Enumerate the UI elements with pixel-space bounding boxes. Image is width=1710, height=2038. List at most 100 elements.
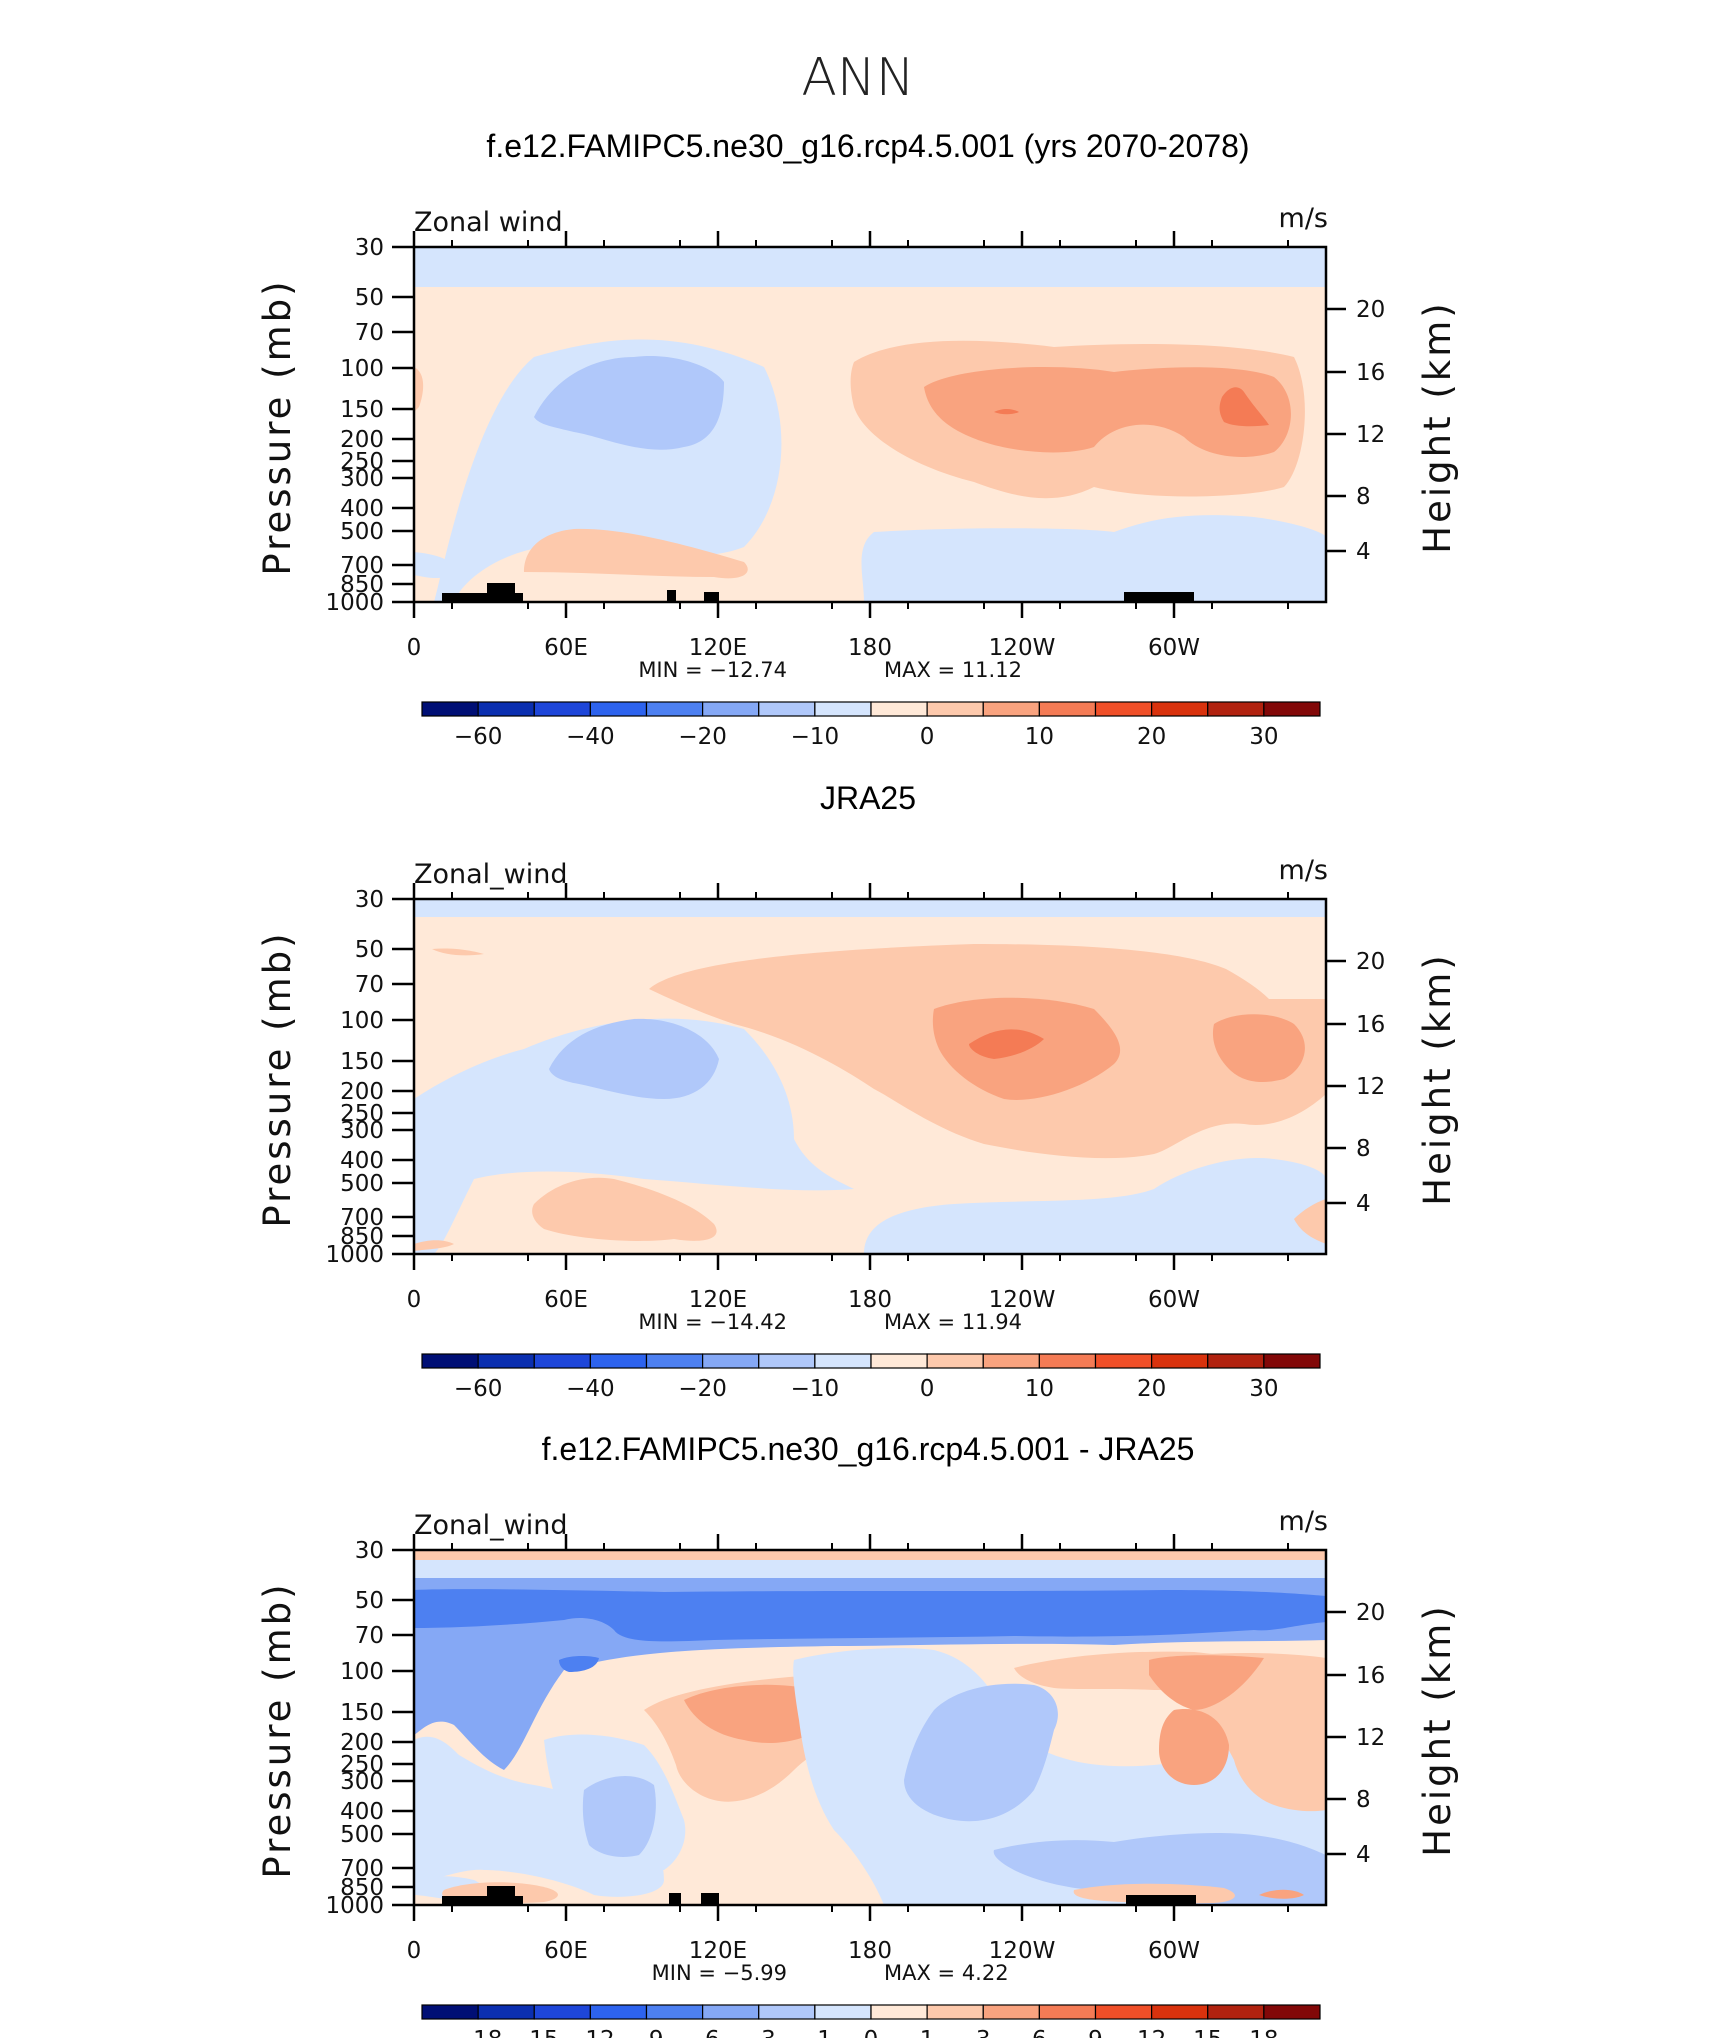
y-right-tick-label: 20	[1356, 297, 1385, 323]
colorbar-swatch	[1096, 1354, 1152, 1368]
colorbar-label: −3	[742, 2027, 776, 2038]
colorbar-label: 0	[920, 724, 935, 750]
y-tick-label: 300	[340, 466, 384, 492]
colorbar-swatch	[422, 702, 478, 716]
units-label: m/s	[1279, 1506, 1328, 1537]
y-right-tick-label: 16	[1356, 360, 1385, 386]
y-axis-title: Pressure (mb)	[256, 1581, 299, 1878]
colorbar-label: 9	[1088, 2027, 1103, 2038]
y-tick-label: 70	[355, 972, 384, 998]
colorbar-label: 6	[1032, 2027, 1047, 2038]
colorbar-swatch	[871, 1354, 927, 1368]
max-label: MAX = 11.12	[884, 658, 1022, 682]
y-tick-label: 500	[340, 1171, 384, 1197]
y-tick-label: 150	[340, 1700, 384, 1726]
contour-region	[414, 899, 1326, 917]
contour-region	[414, 1560, 1326, 1578]
colorbar-swatch	[478, 702, 534, 716]
y-tick-label: 300	[340, 1769, 384, 1795]
orography	[704, 592, 719, 602]
colorbar-label: 0	[920, 1376, 935, 1402]
colorbar-swatch	[703, 2005, 759, 2019]
orography	[515, 593, 523, 602]
colorbar-swatch	[815, 702, 871, 716]
min-label: MIN = −12.74	[638, 658, 787, 682]
colorbar: −18 −15 −12 −9 −6 −3 −1 0 1 3 6 9 12 15 18	[422, 2005, 1320, 2038]
y-right-tick-label: 4	[1356, 539, 1371, 565]
y-right-axis-title: Height (km)	[1416, 300, 1459, 553]
colorbar-swatch	[590, 1354, 646, 1368]
colorbar-swatch	[647, 702, 703, 716]
colorbar-swatch	[647, 1354, 703, 1368]
x-tick-label: 60W	[1148, 635, 1200, 661]
contour-region	[414, 247, 1326, 287]
y-tick-label: 150	[340, 1049, 384, 1075]
colorbar-swatch	[590, 702, 646, 716]
orography	[1124, 592, 1194, 602]
colorbar-swatch	[1264, 1354, 1320, 1368]
colorbar-swatch	[647, 2005, 703, 2019]
colorbar-label: −60	[454, 724, 503, 750]
variable-label: Zonal_wind	[414, 859, 568, 890]
colorbar: −60 −40 −20 −10 0 10 20 30	[422, 702, 1320, 750]
y-tick-label: 100	[340, 356, 384, 382]
y-right-tick-label: 20	[1356, 949, 1385, 975]
colorbar-label: −10	[791, 1376, 840, 1402]
y-tick-label: 500	[340, 519, 384, 545]
colorbar-swatch	[1152, 1354, 1208, 1368]
variable-label: Zonal_wind	[414, 1510, 568, 1541]
colorbar-label: 20	[1137, 724, 1166, 750]
min-label: MIN = −14.42	[638, 1310, 787, 1334]
y-tick-label: 70	[355, 320, 384, 346]
contour-region	[414, 1550, 1326, 1560]
colorbar-label: 15	[1193, 2027, 1222, 2038]
colorbar-swatch	[927, 1354, 983, 1368]
colorbar-label: −9	[630, 2027, 664, 2038]
colorbar-label: 12	[1137, 2027, 1166, 2038]
y-tick-label: 70	[355, 1623, 384, 1649]
colorbar-swatch	[759, 1354, 815, 1368]
colorbar-label: −40	[566, 724, 615, 750]
y-tick-label: 1000	[325, 1242, 384, 1268]
orography	[487, 583, 515, 602]
panel-2: JRA25 Zonal_wind m/s 0 60E 120E 180 120W 60W 30 50…	[256, 780, 1459, 1402]
y-right-tick-label: 16	[1356, 1012, 1385, 1038]
colorbar-label: −20	[678, 724, 727, 750]
x-tick-label: 0	[407, 1938, 422, 1964]
colorbar-swatch	[703, 702, 759, 716]
units-label: m/s	[1279, 203, 1328, 234]
colorbar-swatch	[927, 2005, 983, 2019]
colorbar-swatch	[478, 2005, 534, 2019]
colorbar-label: 0	[864, 2027, 879, 2038]
x-tick-label: 60E	[544, 1938, 588, 1964]
y-right-tick-label: 8	[1356, 1136, 1371, 1162]
colorbar-label: −10	[791, 724, 840, 750]
y-right-axis-title: Height (km)	[1416, 952, 1459, 1205]
figure: ANN f.e12.FAMIPC5.ne30_g16.rcp4.5.001 (y…	[0, 0, 1710, 2038]
colorbar-label: −60	[454, 1376, 503, 1402]
colorbar-label: 1	[920, 2027, 935, 2038]
y-tick-label: 1000	[325, 590, 384, 616]
colorbar-label: 30	[1249, 724, 1278, 750]
colorbar-label: 10	[1025, 724, 1054, 750]
y-right-tick-label: 12	[1356, 1725, 1385, 1751]
colorbar-swatch	[534, 1354, 590, 1368]
colorbar-label: −1	[798, 2027, 832, 2038]
colorbar-swatch	[1152, 702, 1208, 716]
colorbar-swatch	[1208, 1354, 1264, 1368]
colorbar-swatch	[590, 2005, 646, 2019]
y-tick-label: 50	[355, 937, 384, 963]
y-right-tick-label: 12	[1356, 422, 1385, 448]
x-tick-label: 0	[407, 635, 422, 661]
colorbar-swatch	[1264, 702, 1320, 716]
colorbar-swatch	[759, 2005, 815, 2019]
colorbar: −60 −40 −20 −10 0 10 20 30	[422, 1354, 1320, 1402]
x-tick-label: 60E	[544, 635, 588, 661]
x-tick-label: 60W	[1148, 1938, 1200, 1964]
colorbar-swatch	[534, 2005, 590, 2019]
colorbar-swatch	[703, 1354, 759, 1368]
max-label: MAX = 4.22	[884, 1961, 1009, 1985]
y-right-tick-label: 16	[1356, 1663, 1385, 1689]
y-tick-label: 300	[340, 1118, 384, 1144]
y-axis-title: Pressure (mb)	[256, 930, 299, 1227]
